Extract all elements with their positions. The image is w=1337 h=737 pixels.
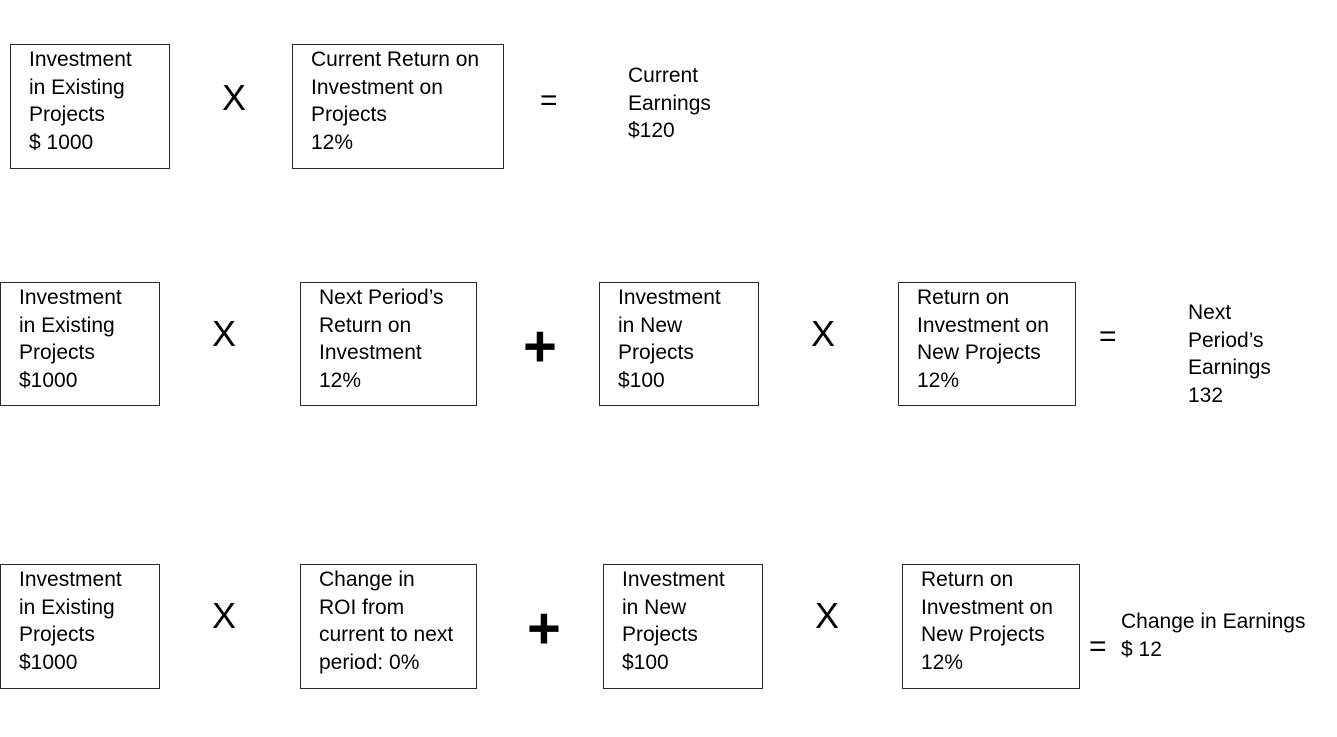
box-line: Projects (618, 341, 694, 364)
new-projects-roi-box: Return on Investment on New Projects 12% (902, 564, 1080, 689)
result-line: Period’s (1188, 328, 1264, 352)
result-line: Current (628, 64, 699, 87)
box-line: Change in (319, 568, 415, 591)
multiply-operator: X (222, 77, 247, 118)
box-line: Return on (917, 286, 1010, 309)
box-line: Projects (29, 103, 105, 126)
box-line: Next Period’s (319, 286, 444, 309)
investment-existing-projects-box: Investment in Existing Projects $1000 (0, 564, 160, 689)
box-line: Investment on (311, 75, 443, 99)
result-line: 132 (1188, 383, 1224, 407)
box-line: Investment (29, 48, 132, 71)
new-projects-roi-box: Return on Investment on New Projects 12% (898, 282, 1076, 406)
box-line: $1000 (19, 368, 78, 392)
plus-operator: + (527, 596, 561, 661)
box-line: Investment on (921, 595, 1053, 619)
plus-operator: + (523, 314, 557, 379)
box-line: Current Return on (311, 48, 480, 71)
box-line: in Existing (29, 75, 125, 99)
box-line: Return on (319, 313, 412, 337)
change-in-roi-box: Change in ROI from current to next perio… (300, 564, 477, 689)
investment-new-projects-box: Investment in New Projects $100 (603, 564, 763, 689)
box-line: 12% (917, 368, 960, 392)
next-period-roi-box: Next Period’s Return on Investment 12% (300, 282, 477, 406)
box-line: 12% (319, 368, 362, 392)
box-line: Investment (319, 341, 422, 364)
box-line: Projects (622, 623, 698, 646)
box-line: $1000 (19, 650, 78, 674)
result-line: Next (1188, 301, 1232, 324)
box-line: $100 (618, 368, 665, 392)
box-line: 12% (921, 650, 964, 674)
current-earnings-result: Current Earnings $120 (628, 62, 711, 145)
next-period-earnings-result: Next Period’s Earnings 132 (1188, 299, 1271, 409)
result-line: $ 12 (1121, 637, 1162, 661)
current-roi-box: Current Return on Investment on Projects… (292, 44, 504, 169)
investment-existing-projects-box: Investment in Existing Projects $ 1000 (10, 44, 170, 169)
box-line: Projects (19, 341, 95, 364)
multiply-operator: X (811, 313, 836, 354)
box-line: in New (622, 595, 687, 619)
result-line: Earnings (1188, 356, 1271, 379)
investment-new-projects-box: Investment in New Projects $100 (599, 282, 759, 406)
equals-operator: = (1099, 320, 1117, 353)
box-line: ROI from (319, 595, 405, 619)
result-line: Change in Earnings (1121, 610, 1306, 633)
box-line: Return on (921, 568, 1014, 591)
box-line: in Existing (19, 595, 115, 619)
box-line: $100 (622, 650, 669, 674)
box-line: period: 0% (319, 650, 420, 674)
box-line: Investment (19, 286, 122, 309)
box-line: Investment (618, 286, 721, 309)
box-line: current to next (319, 623, 454, 646)
box-line: Projects (19, 623, 95, 646)
box-line: New Projects (917, 341, 1041, 364)
result-line: $120 (628, 119, 675, 142)
multiply-operator: X (212, 595, 237, 636)
box-line: Investment (622, 568, 725, 591)
box-line: Investment on (917, 313, 1049, 337)
multiply-operator: X (815, 595, 840, 636)
investment-existing-projects-box: Investment in Existing Projects $1000 (0, 282, 160, 406)
box-line: in New (618, 313, 683, 337)
result-line: Earnings (628, 91, 711, 115)
box-line: 12% (311, 130, 354, 154)
box-line: in Existing (19, 313, 115, 337)
equals-operator: = (540, 84, 558, 117)
equals-operator: = (1089, 630, 1107, 663)
box-line: Projects (311, 103, 387, 126)
box-line: $ 1000 (29, 130, 94, 154)
change-in-earnings-result: Change in Earnings $ 12 (1121, 608, 1305, 663)
multiply-operator: X (212, 313, 237, 354)
box-line: New Projects (921, 623, 1045, 646)
box-line: Investment (19, 568, 122, 591)
